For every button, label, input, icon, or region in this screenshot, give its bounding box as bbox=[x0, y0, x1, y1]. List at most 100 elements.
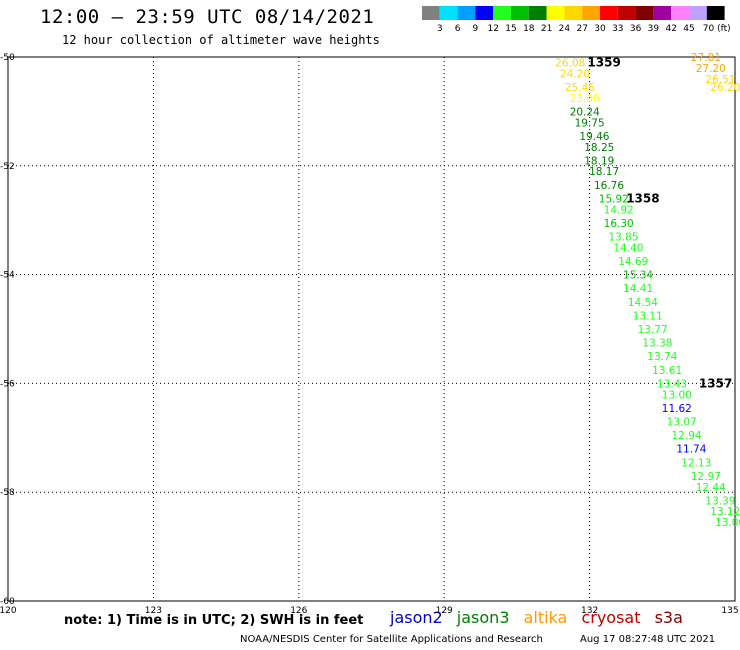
wave-height-label: 15.34 bbox=[623, 270, 653, 282]
wave-height-label: 26.08 bbox=[555, 57, 585, 69]
wave-height-label: 13.07 bbox=[667, 416, 697, 428]
legend-swatch bbox=[653, 6, 672, 20]
wave-height-label: 13.00 bbox=[715, 517, 740, 529]
legend-tick-label: 24 bbox=[559, 24, 571, 34]
satellite-legend: jason2 jason3 altika cryosat s3a bbox=[390, 608, 692, 627]
wave-height-label: 18.25 bbox=[584, 142, 614, 154]
wave-height-label: 19.46 bbox=[579, 131, 609, 143]
legend-tick-label: 18 bbox=[523, 24, 535, 34]
wave-height-label: 14.69 bbox=[618, 256, 648, 268]
x-tick-label: 123 bbox=[145, 606, 162, 616]
legend-tick-label: 27 bbox=[576, 24, 587, 34]
wave-height-label: 13.85 bbox=[608, 232, 638, 244]
legend-swatch bbox=[528, 6, 547, 20]
chart-title: 12:00 — 23:59 UTC 08/14/2021 bbox=[40, 6, 375, 28]
legend-swatch bbox=[511, 6, 529, 20]
legend-tick-label: 42 bbox=[665, 24, 676, 34]
legend-swatch bbox=[546, 6, 565, 20]
legend-swatch bbox=[493, 6, 511, 20]
legend-swatch bbox=[564, 6, 583, 20]
legend-tick-label: 30 bbox=[594, 24, 606, 34]
satellite-label: jason2 bbox=[390, 608, 443, 627]
x-tick-label: 126 bbox=[290, 606, 307, 616]
y-tick-label: -58 bbox=[0, 488, 15, 498]
wave-height-label: 13.11 bbox=[633, 310, 663, 322]
legend-swatch bbox=[422, 6, 440, 20]
wave-height-label: 18.17 bbox=[589, 166, 619, 178]
legend-tick-label: 45 bbox=[683, 24, 694, 34]
y-tick-label: -54 bbox=[0, 271, 15, 281]
x-tick-label: 129 bbox=[436, 606, 453, 616]
wave-height-label: 13.12 bbox=[710, 506, 740, 518]
y-tick-label: -60 bbox=[0, 597, 15, 607]
plot-area: 120 123 126 129 132 135 -50 -52 -54 -56 -58 -60 26.0… bbox=[0, 52, 740, 616]
satellite-label: altika bbox=[523, 608, 568, 627]
wave-height-label: 14.41 bbox=[623, 283, 653, 295]
time-label: 1357 bbox=[699, 376, 732, 390]
wave-height-label: 12.94 bbox=[672, 430, 702, 442]
chart-subtitle: 12 hour collection of altimeter wave hei… bbox=[62, 33, 380, 47]
legend-tick-label: 36 bbox=[630, 24, 642, 34]
y-tick-label: -50 bbox=[0, 53, 15, 63]
wave-height-label: 20.24 bbox=[570, 106, 600, 118]
wave-height-label: 14.92 bbox=[604, 204, 634, 216]
wave-height-label: 13.38 bbox=[642, 338, 672, 350]
x-tick-label: 135 bbox=[721, 606, 738, 616]
legend-tick-label: 9 bbox=[473, 24, 479, 34]
legend-swatch bbox=[439, 6, 458, 20]
satellite-label: s3a bbox=[654, 608, 683, 627]
wave-height-label: 13.39 bbox=[705, 495, 735, 507]
satellite-label: cryosat bbox=[581, 608, 641, 627]
wave-height-label: 27.81 bbox=[691, 52, 721, 64]
x-tick-label: 120 bbox=[0, 606, 17, 616]
wave-height-label: 14.40 bbox=[613, 242, 643, 254]
satellite-label: jason3 bbox=[456, 608, 510, 627]
timestamp-text: Aug 17 08:27:48 UTC 2021 bbox=[580, 634, 716, 645]
wave-height-label: 12.44 bbox=[696, 482, 726, 494]
y-tick-label: -56 bbox=[0, 379, 15, 389]
wave-height-label: 13.61 bbox=[652, 365, 682, 377]
wave-height-label: 11.74 bbox=[676, 444, 706, 456]
legend-swatch bbox=[617, 6, 636, 20]
legend-tick-label: 21 bbox=[541, 24, 552, 34]
time-label: 1359 bbox=[587, 55, 620, 69]
wave-height-label: 18.19 bbox=[584, 155, 614, 167]
plot-frame bbox=[7, 56, 736, 602]
legend-swatch bbox=[600, 6, 618, 20]
wave-height-label: 13.74 bbox=[647, 351, 677, 363]
legend-swatch bbox=[671, 6, 689, 20]
wave-height-label: 13.43 bbox=[657, 378, 687, 390]
legend-tick-label: 12 bbox=[487, 24, 498, 34]
wave-height-label: 26.20 bbox=[710, 82, 740, 94]
legend-tick-label: 33 bbox=[612, 24, 623, 34]
color-legend: 3 6 9 12 15 18 21 24 27 30 33 36 39 42 45 70 (ft) bbox=[422, 6, 731, 34]
legend-tick-label: 15 bbox=[505, 24, 516, 34]
wave-height-label: 13.77 bbox=[638, 324, 668, 336]
legend-swatch bbox=[475, 6, 494, 20]
wave-height-label: 14.54 bbox=[628, 297, 658, 309]
credit-text: NOAA/NESDIS Center for Satellite Applica… bbox=[240, 634, 543, 645]
legend-swatch bbox=[689, 6, 707, 20]
wave-height-label: 11.62 bbox=[662, 403, 692, 415]
footer-note: note: 1) Time is in UTC; 2) SWH is in fe… bbox=[64, 613, 364, 628]
wave-height-label: 16.30 bbox=[604, 218, 634, 230]
legend-tick-label: 39 bbox=[648, 24, 660, 34]
legend-swatch bbox=[457, 6, 476, 20]
x-tick-label: 132 bbox=[581, 606, 598, 616]
wave-height-label: 13.00 bbox=[662, 389, 692, 401]
legend-swatch bbox=[706, 6, 725, 20]
wave-height-label: 19.75 bbox=[575, 117, 605, 129]
wave-height-label: 26.51 bbox=[705, 74, 735, 86]
legend-tick-label: 70 (ft) bbox=[703, 24, 731, 34]
legend-tick-label: 6 bbox=[455, 24, 461, 34]
y-tick-label: -52 bbox=[0, 162, 15, 172]
legend-swatch bbox=[635, 6, 654, 20]
wave-height-label: 25.46 bbox=[565, 82, 595, 94]
wave-height-label: 12.97 bbox=[691, 471, 721, 483]
wave-height-label: 24.20 bbox=[560, 68, 590, 80]
legend-swatch bbox=[582, 6, 600, 20]
legend-tick-label: 3 bbox=[437, 24, 443, 34]
wave-height-label: 15.92 bbox=[599, 193, 629, 205]
